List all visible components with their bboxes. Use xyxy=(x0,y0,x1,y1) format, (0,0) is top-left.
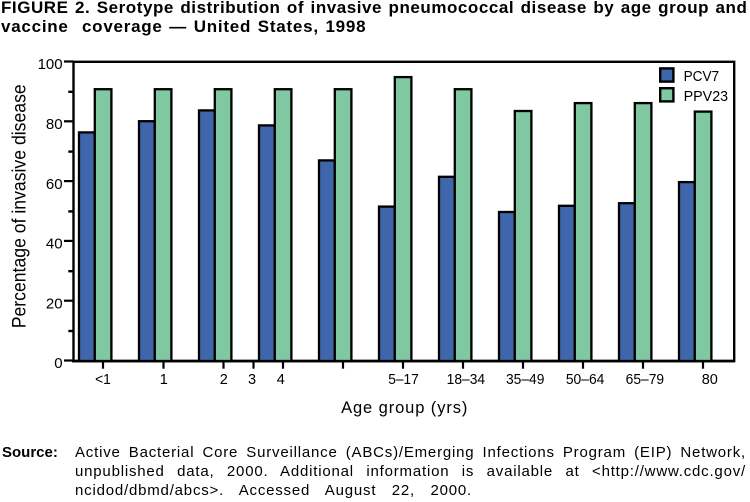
svg-text:20: 20 xyxy=(46,295,63,312)
svg-text:4: 4 xyxy=(277,372,285,388)
svg-text:0: 0 xyxy=(54,355,62,372)
svg-text:35–49: 35–49 xyxy=(506,372,545,388)
svg-text:3: 3 xyxy=(248,372,256,388)
svg-text:1: 1 xyxy=(160,372,168,388)
svg-text:80: 80 xyxy=(702,372,718,388)
svg-text:<1: <1 xyxy=(95,372,111,388)
svg-text:5–17: 5–17 xyxy=(388,372,419,388)
svg-text:50–64: 50–64 xyxy=(566,372,605,388)
svg-text:60: 60 xyxy=(46,176,63,193)
svg-text:2: 2 xyxy=(220,372,228,388)
svg-text:100: 100 xyxy=(38,56,63,73)
svg-text:PCV7: PCV7 xyxy=(684,68,720,85)
svg-text:80: 80 xyxy=(46,116,63,133)
svg-text:18–34: 18–34 xyxy=(447,372,486,388)
svg-text:Percentage of invasive disease: Percentage of invasive disease xyxy=(10,84,31,328)
svg-text:Age group (yrs): Age group (yrs) xyxy=(341,399,468,417)
svg-text:PPV23: PPV23 xyxy=(684,88,729,105)
svg-text:65–79: 65–79 xyxy=(626,372,665,388)
svg-text:40: 40 xyxy=(46,236,63,253)
